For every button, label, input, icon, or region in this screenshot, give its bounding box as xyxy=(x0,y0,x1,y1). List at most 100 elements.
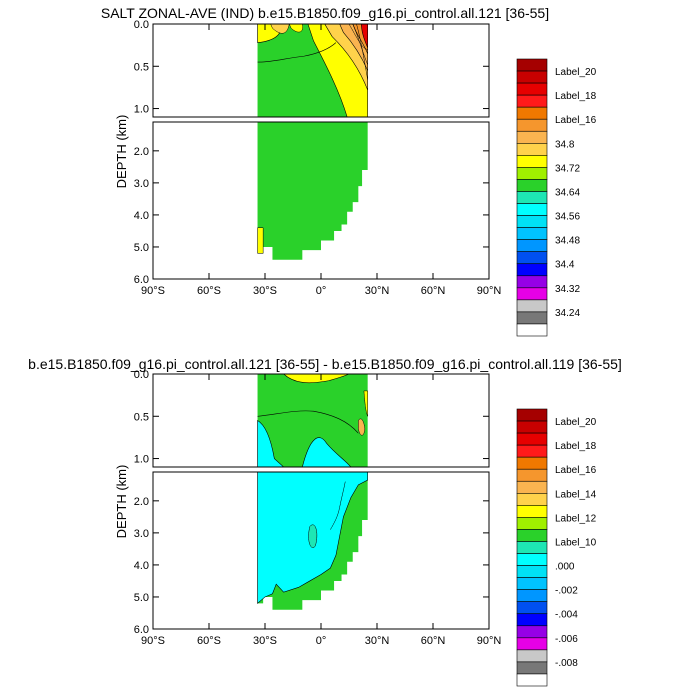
difference-region-000 xyxy=(257,419,285,467)
chart-title-2: b.e15.B1850.f09_g16.pi_control.all.121 [… xyxy=(28,356,622,372)
colorbar-label: Label_20 xyxy=(555,417,597,428)
x-tick-label: 30°N xyxy=(365,285,390,297)
colorbar-swatch xyxy=(516,420,548,434)
difference-region-label14 xyxy=(283,374,350,384)
x-tick-label: 30°S xyxy=(253,285,277,297)
colorbar-swatch xyxy=(516,601,548,615)
y-tick-label: 5.0 xyxy=(134,242,149,254)
colorbar-label: -.006 xyxy=(555,634,578,645)
contour-line xyxy=(330,481,346,530)
colorbar-label: Label_16 xyxy=(555,465,597,476)
colorbar-label: Label_18 xyxy=(555,91,597,102)
colorbar-label: 34.72 xyxy=(555,163,580,174)
colorbar-swatch xyxy=(516,649,548,663)
colorbar-label: -.004 xyxy=(555,610,578,621)
salinity-region-34-64-deep xyxy=(257,122,368,260)
colorbar-swatch xyxy=(516,287,548,301)
upper-field xyxy=(257,24,368,117)
y-tick-label: 5.0 xyxy=(134,592,149,604)
colorbar-swatch xyxy=(516,553,548,566)
difference-region-east xyxy=(363,390,368,417)
x-tick-label: 0° xyxy=(316,635,327,647)
colorbar-swatch xyxy=(516,299,548,313)
y-axis-title: DEPTH (km) xyxy=(114,465,129,539)
x-tick-label: 90°S xyxy=(141,635,165,647)
colorbar-swatch xyxy=(516,408,548,422)
colorbar-swatch xyxy=(516,323,548,337)
chart-panel-1: 0.0 0.5 1.0 2.0 3.0 4.0 5.0 6.090°S 60°S 30°S 0° 30… xyxy=(114,19,597,337)
colorbar-swatch xyxy=(516,275,548,289)
colorbar-swatch xyxy=(516,94,548,108)
colorbar-swatch xyxy=(516,480,548,494)
salinity-region-max xyxy=(360,24,368,48)
y-tick-label: 0.0 xyxy=(134,369,149,381)
colorbar-swatch xyxy=(516,118,548,132)
contour-line xyxy=(352,24,368,65)
x-tick-label: 60°S xyxy=(197,635,221,647)
difference-region-label16 xyxy=(358,418,366,436)
colorbar-swatch xyxy=(516,589,548,602)
colorbar-swatch xyxy=(516,58,548,72)
colorbar-swatch xyxy=(516,203,548,216)
colorbar-swatch xyxy=(516,143,548,156)
y-tick-label: 0.5 xyxy=(134,61,149,73)
x-tick-label: 90°S xyxy=(141,285,165,297)
colorbar-swatch xyxy=(516,130,548,144)
colorbar-swatch xyxy=(516,106,548,120)
x-tick-label: 60°S xyxy=(197,285,221,297)
colorbar-swatch xyxy=(516,432,548,446)
colorbar-label: Label_16 xyxy=(555,115,597,126)
colorbar-swatch xyxy=(516,227,548,240)
lower-field xyxy=(257,122,368,260)
colorbar-swatch xyxy=(516,215,548,228)
colorbar-swatch xyxy=(516,456,548,470)
colorbar-swatch xyxy=(516,155,548,168)
colorbar-swatch xyxy=(516,673,548,687)
colorbar-label: Label_14 xyxy=(555,489,597,500)
x-tick-label: 30°N xyxy=(365,635,390,647)
colorbar-swatch xyxy=(516,82,548,96)
y-tick-label: 0.5 xyxy=(134,411,149,423)
lower-field xyxy=(257,471,368,610)
y-tick-label: 0.0 xyxy=(134,19,149,31)
colorbar-label: 34.4 xyxy=(555,260,575,271)
colorbar-label: -.008 xyxy=(555,658,578,669)
y-tick-label: 6.0 xyxy=(134,274,149,286)
upper-field xyxy=(257,374,368,467)
colorbar-label: -.002 xyxy=(555,586,578,597)
y-tick-label: 4.0 xyxy=(134,210,149,222)
x-tick-label: 60°N xyxy=(421,635,446,647)
contour-line xyxy=(356,24,368,80)
colorbar-swatch xyxy=(516,263,548,277)
y-tick-label: 1.0 xyxy=(134,104,149,116)
contour-line xyxy=(348,24,368,50)
colorbar-swatch xyxy=(516,565,548,578)
colorbar-label: Label_10 xyxy=(555,537,597,548)
colorbar-swatch xyxy=(516,637,548,651)
colorbar-label: .000 xyxy=(555,562,575,573)
y-tick-label: 2.0 xyxy=(134,146,149,158)
colorbar-swatch xyxy=(516,493,548,506)
difference-region-000-mid xyxy=(302,437,352,467)
colorbar-swatch xyxy=(516,191,548,204)
colorbar-label: 34.56 xyxy=(555,212,580,223)
colorbar-label: 34.8 xyxy=(555,139,575,150)
y-tick-label: 2.0 xyxy=(134,496,149,508)
colorbar-label: 34.48 xyxy=(555,236,580,247)
colorbar-swatch xyxy=(516,468,548,482)
colorbar-swatch xyxy=(516,70,548,84)
colorbar-swatch xyxy=(516,661,548,675)
colorbar-2: Label_20 Label_18 Label_16 Label_14 Label_12… xyxy=(516,408,597,687)
x-tick-label: 30°S xyxy=(253,635,277,647)
y-axis-title: DEPTH (km) xyxy=(114,115,129,189)
colorbar-label: 34.24 xyxy=(555,308,580,319)
x-tick-label: 90°N xyxy=(477,635,502,647)
colorbar-swatch xyxy=(516,517,548,530)
colorbar-swatch xyxy=(516,505,548,518)
colorbar-swatch xyxy=(516,444,548,458)
y-tick-label: 4.0 xyxy=(134,560,149,572)
colorbar-swatch xyxy=(516,179,548,192)
y-tick-label: 3.0 xyxy=(134,178,149,190)
colorbar-label: Label_12 xyxy=(555,513,597,524)
